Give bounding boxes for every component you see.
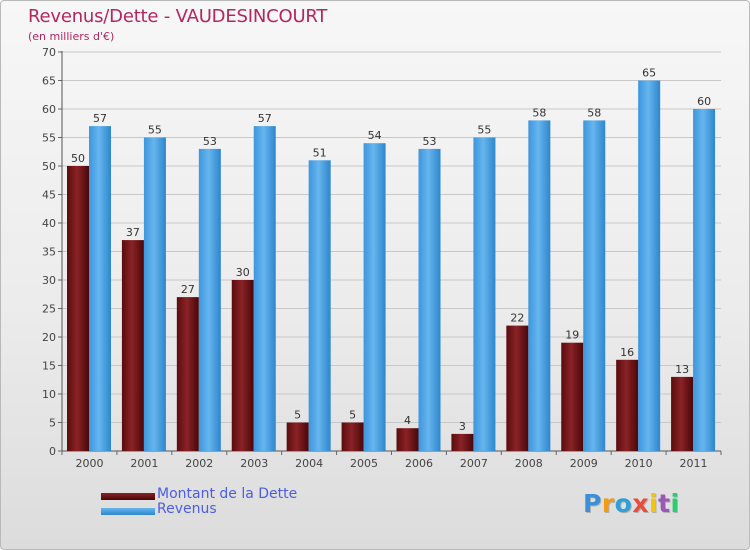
data-label-dette: 50 bbox=[71, 152, 85, 165]
y-tick-label: 40 bbox=[42, 217, 56, 230]
logo-letter: i bbox=[670, 489, 680, 518]
chart-subtitle: (en milliers d'€) bbox=[28, 30, 115, 43]
bar-dette bbox=[341, 422, 364, 451]
chart-title: Revenus/Dette - VAUDESINCOURT bbox=[28, 6, 328, 27]
x-tick-label: 2006 bbox=[405, 457, 433, 470]
data-label-revenus: 53 bbox=[423, 135, 437, 148]
x-tick-label: 2011 bbox=[680, 457, 708, 470]
y-tick-label: 55 bbox=[42, 132, 56, 145]
bar-dette bbox=[67, 166, 89, 451]
bar-revenus bbox=[418, 148, 441, 451]
bar-dette bbox=[231, 280, 254, 451]
data-label-revenus: 55 bbox=[148, 124, 162, 137]
bar-revenus bbox=[363, 143, 386, 451]
bar-dette bbox=[286, 422, 309, 451]
data-label-revenus: 57 bbox=[258, 112, 272, 125]
x-tick-label: 2000 bbox=[75, 457, 103, 470]
bar-revenus bbox=[583, 120, 606, 452]
bar-dette bbox=[176, 297, 199, 451]
bar-revenus bbox=[198, 148, 221, 451]
y-tick-label: 10 bbox=[42, 388, 56, 401]
bars bbox=[67, 80, 716, 452]
data-label-dette: 4 bbox=[404, 414, 411, 427]
x-tick-label: 2007 bbox=[460, 457, 488, 470]
data-labels: 50 57 37 55 27 53 30 57 5 51 5 54 4 53 3 55 22 58 19 58 16 65… bbox=[71, 67, 711, 433]
bar-revenus bbox=[89, 126, 111, 451]
data-label-dette: 5 bbox=[349, 409, 356, 422]
logo-letter: i bbox=[649, 489, 659, 518]
proxiti-logo: Proxiti bbox=[583, 489, 680, 518]
y-tick-label: 60 bbox=[42, 103, 56, 116]
bar-dette bbox=[506, 325, 529, 451]
logo-letter: o bbox=[614, 489, 633, 518]
legend-label-dette: Montant de la Dette bbox=[157, 486, 298, 502]
logo-letter: r bbox=[601, 489, 615, 518]
x-tick-label: 2008 bbox=[515, 457, 543, 470]
y-tick-label: 70 bbox=[42, 46, 56, 59]
y-tick-label: 45 bbox=[42, 189, 56, 202]
data-label-revenus: 58 bbox=[532, 106, 546, 119]
data-label-revenus: 60 bbox=[697, 95, 711, 108]
data-label-dette: 5 bbox=[294, 409, 301, 422]
data-label-dette: 13 bbox=[675, 363, 689, 376]
bar-revenus bbox=[528, 120, 551, 452]
bar-revenus bbox=[143, 137, 166, 451]
grid-lines bbox=[62, 51, 721, 452]
y-tick-label: 20 bbox=[42, 331, 56, 344]
bar-revenus bbox=[473, 137, 496, 451]
data-label-revenus: 54 bbox=[368, 129, 382, 142]
data-label-dette: 37 bbox=[126, 226, 140, 239]
y-tick-label: 35 bbox=[42, 246, 56, 259]
bar-dette bbox=[121, 240, 144, 451]
bar-revenus bbox=[638, 80, 661, 451]
legend-label-revenus: Revenus bbox=[157, 501, 217, 517]
bar-dette bbox=[396, 428, 419, 451]
data-label-revenus: 55 bbox=[477, 124, 491, 137]
legend-swatch-revenus bbox=[101, 508, 155, 515]
bar-revenus bbox=[253, 126, 276, 451]
bar-dette bbox=[616, 359, 639, 451]
legend-swatch-dette bbox=[101, 493, 155, 500]
x-tick-label: 2003 bbox=[240, 457, 268, 470]
y-tick-label: 25 bbox=[42, 303, 56, 316]
x-tick-label: 2001 bbox=[130, 457, 158, 470]
bar-dette bbox=[451, 433, 474, 451]
data-label-revenus: 57 bbox=[93, 112, 107, 125]
y-tick-label: 65 bbox=[42, 75, 56, 88]
data-label-revenus: 51 bbox=[313, 146, 327, 159]
data-label-revenus: 58 bbox=[587, 106, 601, 119]
bar-revenus bbox=[693, 109, 716, 451]
bar-dette bbox=[671, 376, 694, 451]
x-tick-label: 2010 bbox=[625, 457, 653, 470]
y-tick-label: 50 bbox=[42, 160, 56, 173]
y-tick-label: 0 bbox=[49, 445, 56, 458]
logo-letter: t bbox=[658, 489, 671, 518]
bar-revenus bbox=[308, 160, 331, 452]
logo-letter: P bbox=[583, 489, 602, 518]
y-tick-label: 5 bbox=[49, 417, 56, 430]
data-label-dette: 22 bbox=[510, 312, 524, 325]
data-label-revenus: 65 bbox=[642, 67, 656, 80]
data-label-dette: 16 bbox=[620, 346, 634, 359]
x-tick-label: 2009 bbox=[570, 457, 598, 470]
x-tick-label: 2004 bbox=[295, 457, 323, 470]
data-label-revenus: 53 bbox=[203, 135, 217, 148]
y-tick-label: 15 bbox=[42, 360, 56, 373]
x-tick-label: 2002 bbox=[185, 457, 213, 470]
bar-dette bbox=[561, 342, 584, 451]
data-label-dette: 27 bbox=[181, 283, 195, 296]
data-label-dette: 19 bbox=[565, 329, 579, 342]
data-label-dette: 3 bbox=[459, 420, 466, 433]
x-tick-label: 2005 bbox=[350, 457, 378, 470]
data-label-dette: 30 bbox=[236, 266, 250, 279]
logo-letter: x bbox=[632, 489, 649, 518]
y-tick-label: 30 bbox=[42, 274, 56, 287]
